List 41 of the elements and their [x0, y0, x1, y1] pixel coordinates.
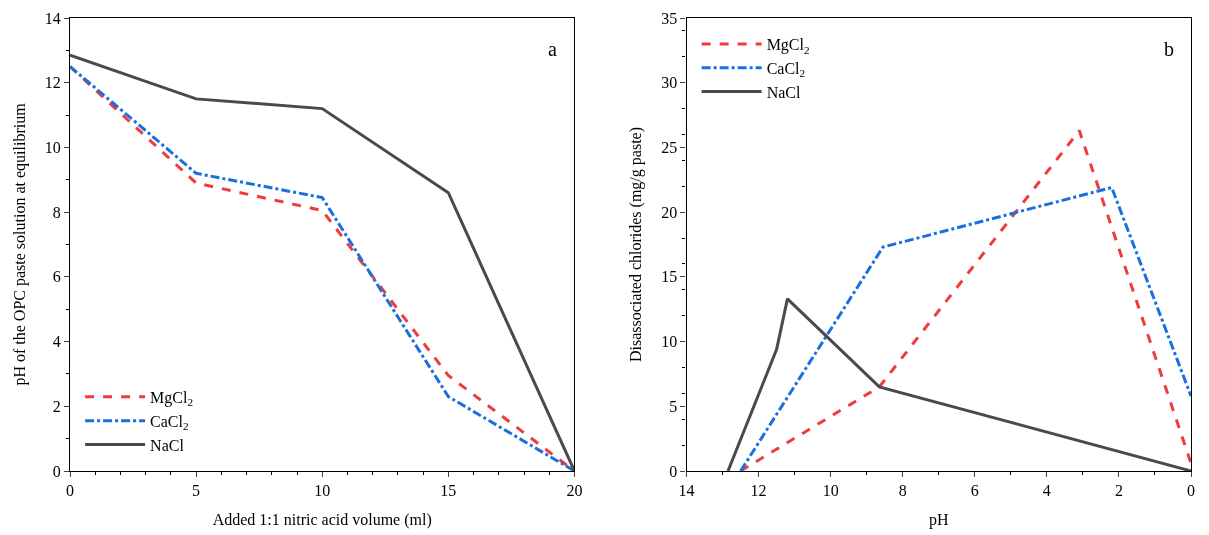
x-tick-label: 4	[1042, 482, 1051, 500]
x-tick-label: 0	[66, 482, 74, 500]
x-tick-label: 20	[566, 482, 583, 500]
annotation: a	[548, 38, 557, 60]
legend-label: NaCl	[150, 436, 185, 454]
x-tick-label: 10	[314, 482, 331, 500]
y-tick-label: 12	[44, 74, 61, 92]
y-tick-label: 15	[661, 268, 678, 286]
x-tick-label: 8	[898, 482, 907, 500]
legend-label: CaCl$_{2}$	[150, 412, 189, 433]
x-tick-label: 12	[750, 482, 767, 500]
y-tick-label: 6	[52, 268, 61, 286]
x-tick-label: 6	[970, 482, 979, 500]
legend-label: MgCl$_{2}$	[150, 389, 194, 409]
y-tick-label: 2	[52, 397, 61, 415]
y-tick-label: 35	[661, 9, 678, 27]
y-tick-label: 10	[661, 333, 678, 351]
legend-label: NaCl	[766, 83, 801, 101]
x-tick-label: 0	[1187, 482, 1195, 500]
y-tick-label: 30	[661, 74, 678, 92]
annotation: b	[1164, 38, 1174, 60]
line-series	[739, 186, 1191, 471]
x-tick-label: 2	[1114, 482, 1123, 500]
x-axis-title: Added 1:1 nitric acid volume (ml)	[212, 511, 432, 529]
y-tick-label: 14	[44, 9, 61, 27]
y-tick-label: 8	[52, 203, 61, 221]
x-axis-title: pH	[928, 511, 949, 529]
x-tick-label: 10	[822, 482, 839, 500]
y-axis-title: Disassociated chlorides (mg/g paste)	[627, 126, 646, 363]
x-tick-label: 5	[192, 482, 201, 500]
y-tick-label: 5	[669, 397, 678, 415]
y-tick-label: 0	[669, 462, 678, 480]
y-tick-label: 10	[44, 139, 61, 157]
legend-label: MgCl$_{2}$	[766, 36, 810, 56]
y-tick-label: 0	[52, 462, 61, 480]
y-tick-label: 4	[52, 333, 61, 351]
legend-label: CaCl$_{2}$	[766, 60, 806, 80]
y-tick-label: 20	[661, 203, 678, 221]
y-axis-title: pH of the OPC paste solution at equilibrium	[10, 102, 29, 386]
y-tick-label: 25	[661, 139, 678, 157]
x-tick-label: 15	[440, 482, 457, 500]
